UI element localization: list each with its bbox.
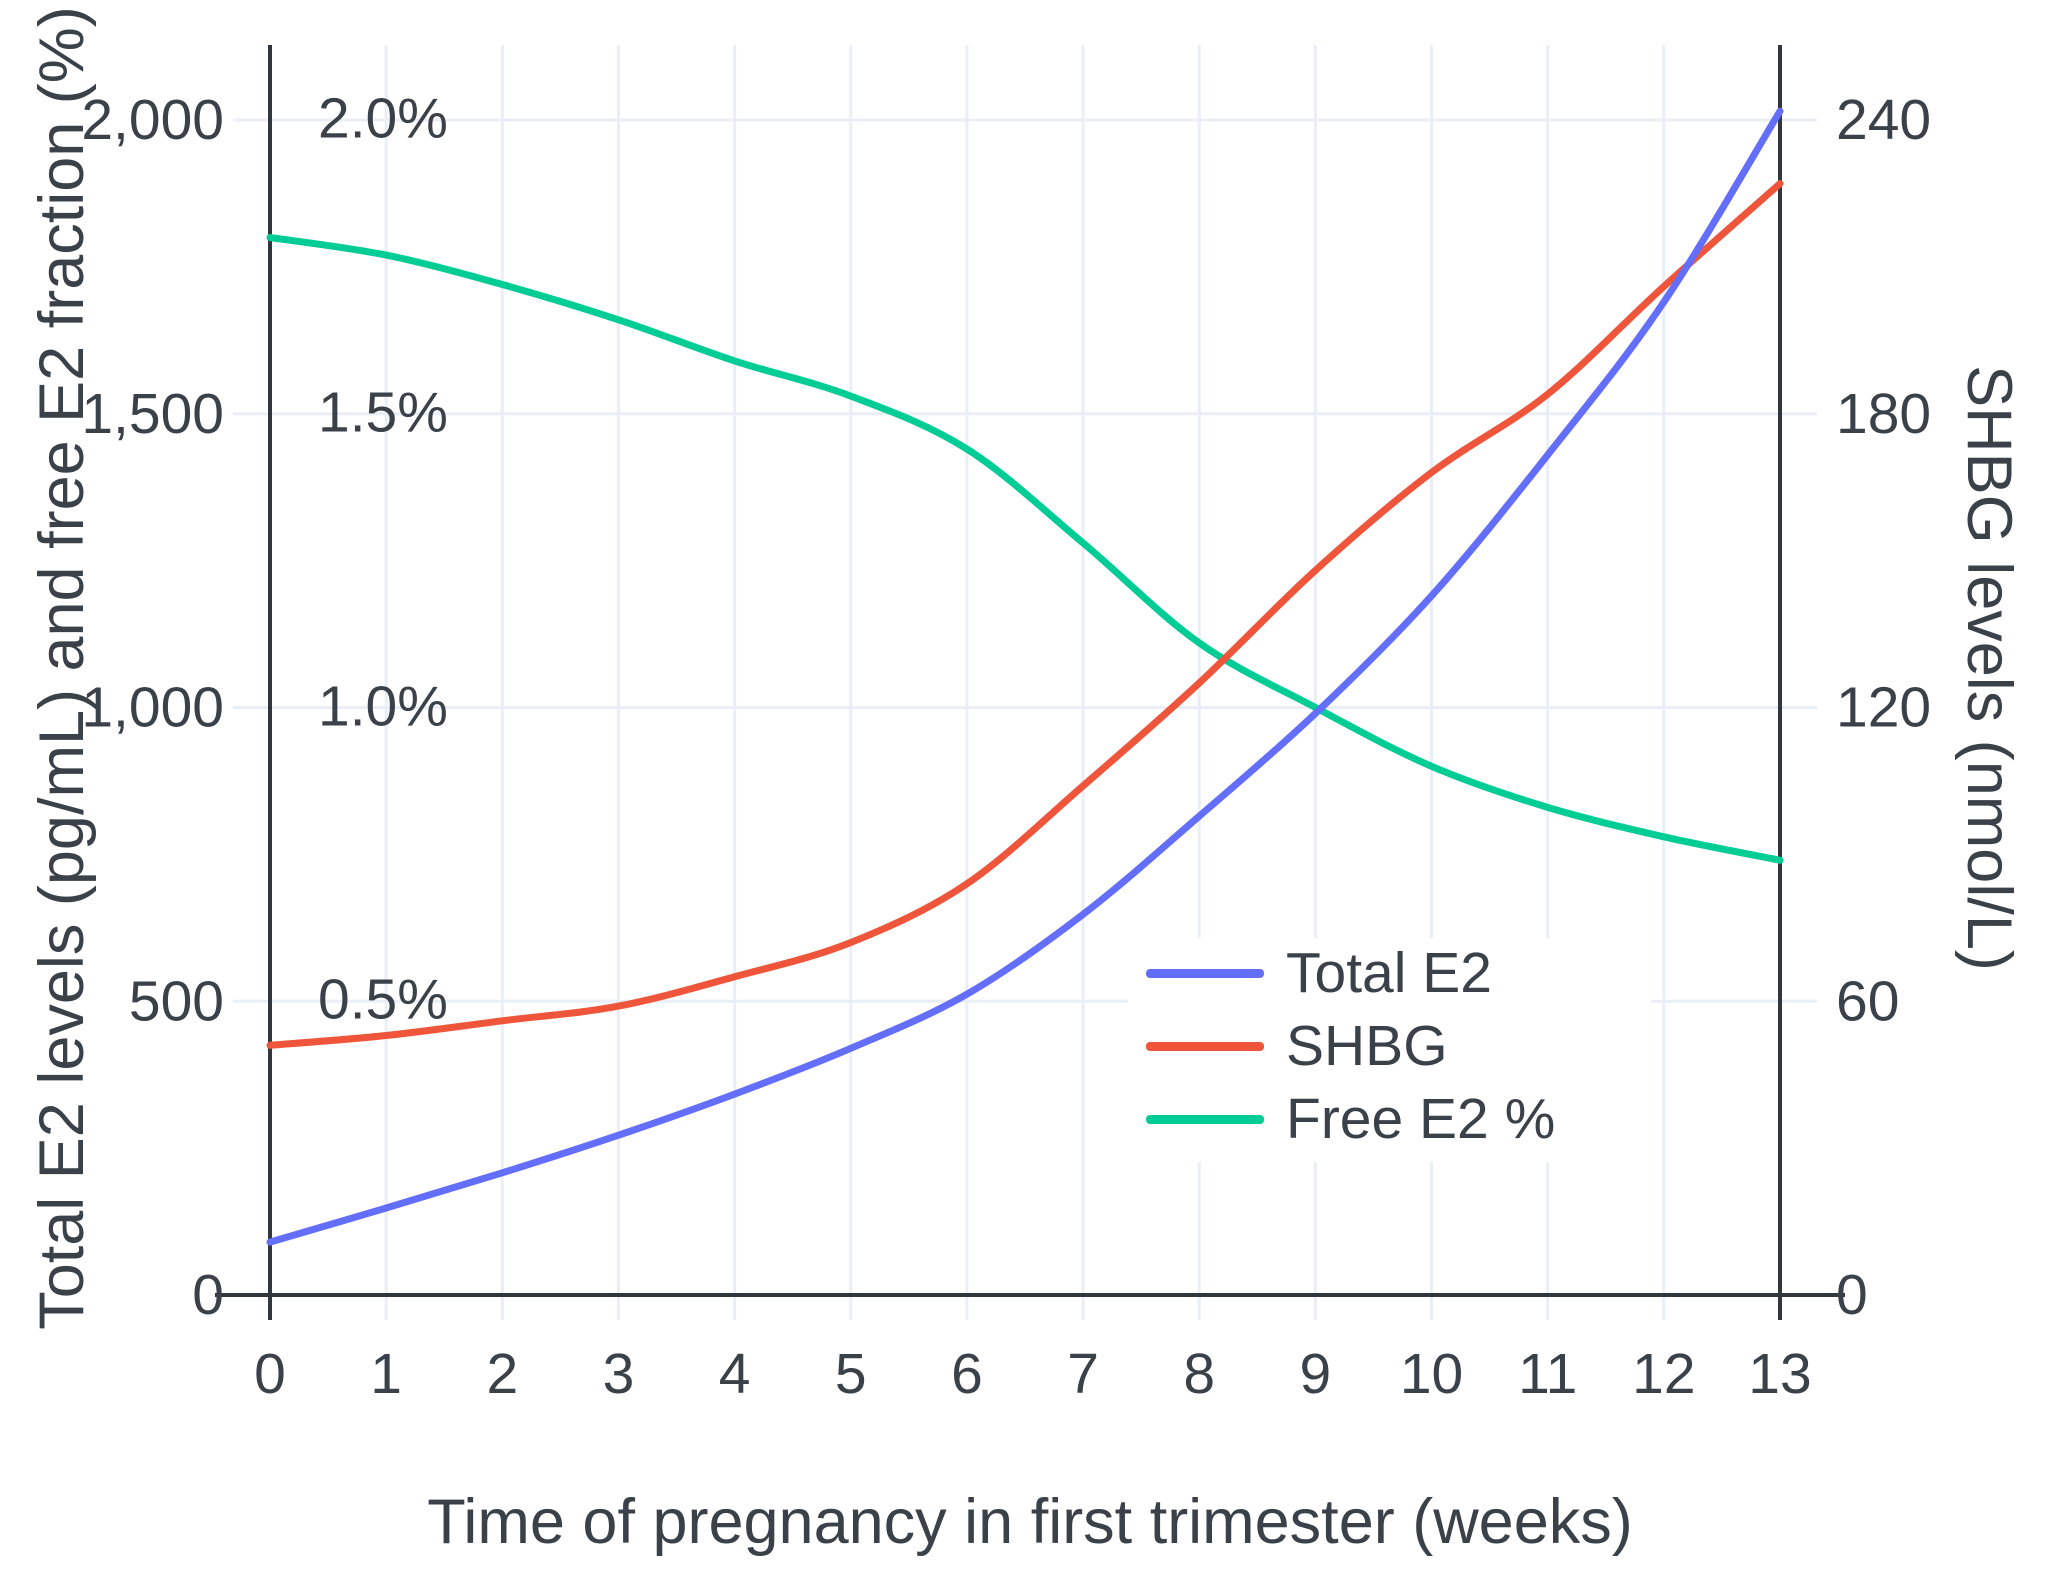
free-e2-annotation-0.5: 0.5% bbox=[318, 967, 448, 1032]
left-y-tick-label: 0 bbox=[192, 1263, 224, 1327]
total-e2-legend-swatch bbox=[1146, 968, 1264, 978]
left-y-tick-label: 2,000 bbox=[81, 88, 224, 152]
left-y-tick-label: 1,000 bbox=[81, 676, 224, 740]
right-y-tick-label: 240 bbox=[1836, 88, 1931, 152]
free-e2-annotation-2.0: 2.0% bbox=[318, 86, 448, 151]
left-y-tick-label: 500 bbox=[129, 969, 224, 1033]
legend-label: Free E2 % bbox=[1286, 1087, 1556, 1151]
x-tick-label: 10 bbox=[1400, 1342, 1463, 1406]
x-tick-label: 7 bbox=[1067, 1342, 1099, 1406]
x-tick-label: 11 bbox=[1518, 1342, 1577, 1406]
right-y-tick-label: 120 bbox=[1836, 676, 1931, 740]
free-e2-line bbox=[266, 234, 1784, 864]
left-y-axis-title: Total E2 levels (pg/mL) and free E2 frac… bbox=[27, 6, 97, 1330]
legend-label: SHBG bbox=[1286, 1014, 1448, 1078]
shbg-legend-swatch bbox=[1146, 1041, 1264, 1051]
x-tick-label: 4 bbox=[719, 1342, 751, 1406]
x-tick-label: 9 bbox=[1300, 1342, 1332, 1406]
x-tick-label: 8 bbox=[1183, 1342, 1215, 1406]
x-tick-label: 2 bbox=[486, 1342, 518, 1406]
chart-legend: Total E2 SHBG Free E2 % bbox=[1128, 938, 1652, 1162]
x-tick-label: 13 bbox=[1748, 1342, 1811, 1406]
x-tick-label: 1 bbox=[370, 1342, 402, 1406]
free-e2-legend-swatch bbox=[1146, 1114, 1264, 1124]
free-e2-annotation-1.0: 1.0% bbox=[318, 674, 448, 739]
x-axis-title: Time of pregnancy in first trimester (we… bbox=[427, 1487, 1633, 1557]
legend-item-shbg[interactable]: SHBG bbox=[1146, 1014, 1555, 1078]
right-y-axis-title: SHBG levels (nmol/L) bbox=[1954, 365, 2024, 971]
right-y-tick-label: 0 bbox=[1836, 1263, 1868, 1327]
shbg-line bbox=[266, 180, 1784, 1049]
x-tick-label: 12 bbox=[1632, 1342, 1695, 1406]
right-y-tick-label: 180 bbox=[1836, 382, 1931, 446]
x-tick-label: 0 bbox=[254, 1342, 286, 1406]
legend-item-total-e2[interactable]: Total E2 bbox=[1146, 941, 1555, 1005]
total-e2-line bbox=[266, 107, 1784, 1246]
left-y-tick-label: 1,500 bbox=[81, 382, 224, 446]
x-tick-label: 6 bbox=[951, 1342, 983, 1406]
free-e2-annotation-1.5: 1.5% bbox=[318, 380, 448, 445]
legend-item-free-e2[interactable]: Free E2 % bbox=[1146, 1087, 1555, 1151]
right-y-tick-label: 60 bbox=[1836, 969, 1899, 1033]
x-tick-label: 3 bbox=[603, 1342, 635, 1406]
x-tick-label: 5 bbox=[835, 1342, 867, 1406]
legend-label: Total E2 bbox=[1286, 941, 1492, 1005]
